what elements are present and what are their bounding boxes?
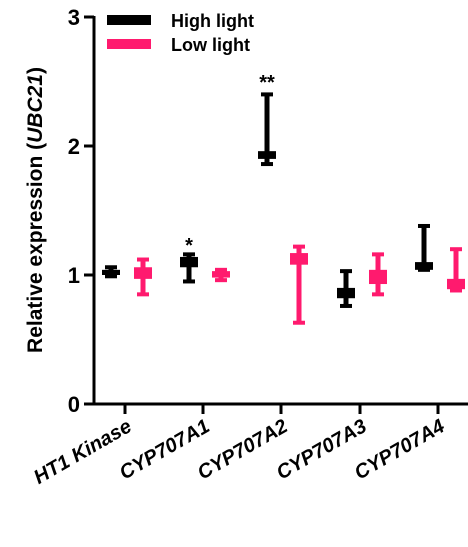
box-1-0 xyxy=(134,257,152,297)
significance-label: * xyxy=(185,235,193,257)
box-0-4 xyxy=(415,223,433,272)
y-axis-title: Relative expression (UBC21) xyxy=(24,67,47,353)
y-tick-label: 3 xyxy=(68,5,80,30)
legend-label: Low light xyxy=(171,35,250,55)
box-1-3 xyxy=(369,252,387,297)
box-1-1 xyxy=(212,267,230,283)
legend-swatch xyxy=(107,39,151,49)
box-0-2 xyxy=(258,92,276,167)
y-tick-label: 1 xyxy=(68,263,80,288)
axes: 0 1 2 3 Relative expression (UBC21) HT1 Kinas… xyxy=(24,5,468,489)
box-0-3 xyxy=(337,269,355,308)
box-0-0 xyxy=(102,265,120,279)
box-1-4 xyxy=(447,247,465,293)
box-0-1 xyxy=(180,252,198,284)
plot-area: *** xyxy=(102,72,465,325)
box-1-2 xyxy=(290,244,308,325)
x-tick-label: HT1 Kinase xyxy=(30,415,135,489)
x-tick-label: CYP707A4 xyxy=(351,415,449,484)
y-tick-label: 2 xyxy=(68,134,80,159)
y-tick-label: 0 xyxy=(68,392,80,417)
significance-label: ** xyxy=(259,72,275,94)
legend: High light Low light xyxy=(107,11,254,55)
legend-swatch xyxy=(107,15,151,25)
legend-label: High light xyxy=(171,11,254,31)
